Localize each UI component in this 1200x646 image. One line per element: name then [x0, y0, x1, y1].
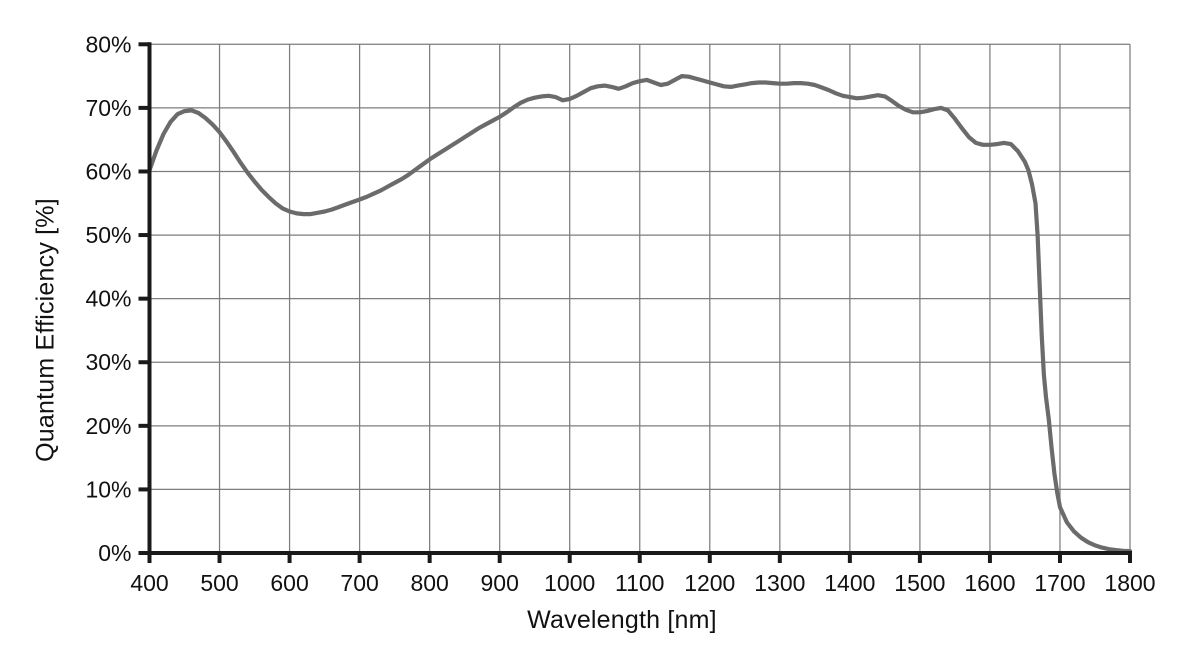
y-tick-label: 70%	[85, 95, 131, 121]
y-tick-label: 10%	[85, 476, 131, 502]
x-tick-label: 1100	[615, 570, 664, 596]
y-tick-label: 80%	[85, 31, 131, 57]
x-tick-label: 1700	[1034, 570, 1085, 596]
y-tick-label: 50%	[85, 222, 131, 248]
x-tick-label: 1400	[824, 570, 875, 596]
x-tick-label: 900	[480, 570, 518, 596]
x-tick-label: 1500	[894, 570, 945, 596]
x-tick-label: 1000	[544, 570, 595, 596]
x-tick-label: 600	[270, 570, 308, 596]
x-tick-label: 1200	[684, 570, 735, 596]
tick-labels: 400 500 600 700 800 900 1000 1100 1200 1300 1400 15…	[85, 31, 1155, 596]
x-axis-title: Wavelength [nm]	[527, 606, 717, 634]
qe-curve	[147, 74, 1133, 554]
curve-layer	[147, 74, 1133, 554]
y-tick-label: 20%	[85, 413, 131, 439]
y-axis-title: Quantum Efficiency [%]	[31, 198, 60, 462]
x-tick-label: 1800	[1104, 570, 1155, 596]
tick-layer	[138, 42, 1132, 563]
x-tick-label: 800	[410, 570, 448, 596]
y-tick-label: 40%	[85, 286, 131, 312]
y-tick-label: 30%	[85, 349, 131, 375]
y-tick-label: 0%	[98, 540, 131, 566]
x-tick-label: 1300	[754, 570, 805, 596]
y-tick-label: 60%	[85, 158, 131, 184]
x-tick-label: 500	[200, 570, 238, 596]
gridlines	[149, 43, 1131, 553]
x-tick-label: 700	[340, 570, 378, 596]
x-tick-label: 1600	[964, 570, 1015, 596]
x-tick-label: 400	[130, 570, 168, 596]
